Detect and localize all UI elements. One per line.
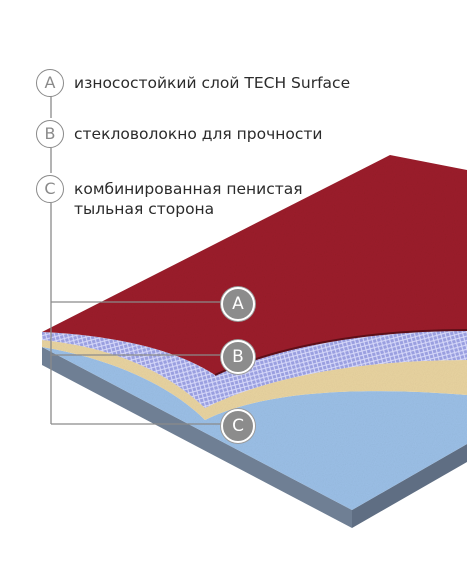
callout-badge-a: A — [221, 287, 255, 321]
leader-lines — [50, 95, 222, 425]
callout-badge-b: B — [221, 340, 255, 374]
foam-layer — [42, 340, 467, 420]
slab-left-edge — [42, 347, 352, 528]
legend-item-b: B стекловолокно для прочности — [36, 120, 322, 148]
legend-badge-c: C — [36, 175, 64, 203]
legend-label-c-line1: комбинированная пенистая — [74, 180, 303, 198]
legend-label-a: износостойкий слой TECH Surface — [74, 74, 351, 92]
legend-label-c: комбинированная пенистая тыльная сторона — [64, 175, 303, 219]
legend-label-b: стекловолокно для прочности — [74, 125, 323, 143]
fiberglass-layer — [42, 330, 467, 408]
legend-item-c: C комбинированная пенистая тыльная сторо… — [36, 175, 303, 219]
wear-layer — [42, 155, 467, 375]
callout-badge-c: C — [221, 409, 255, 443]
legend-label-c-line2: тыльная сторона — [74, 200, 215, 218]
slab-front-edge — [352, 444, 467, 528]
legend-item-a: A износостойкий слой TECH Surface — [36, 69, 350, 97]
legend-badge-a: A — [36, 69, 64, 97]
legend-badge-b: B — [36, 120, 64, 148]
